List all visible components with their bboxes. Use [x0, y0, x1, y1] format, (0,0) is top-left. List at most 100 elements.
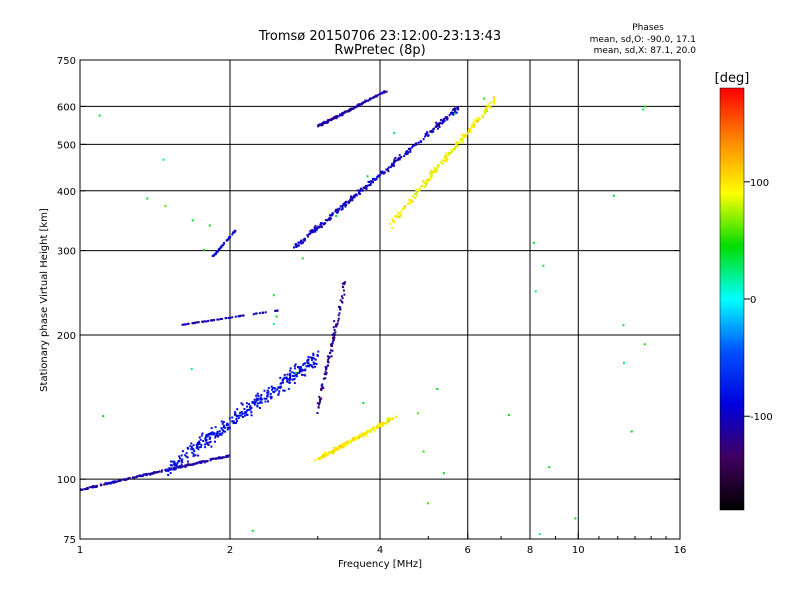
echo-point: [389, 166, 392, 169]
echo-point: [243, 414, 246, 417]
echo-point: [309, 229, 312, 232]
echo-point: [216, 434, 219, 437]
echo-point: [227, 316, 230, 319]
echo-point: [548, 466, 551, 469]
echo-point: [331, 344, 334, 347]
echo-point: [207, 319, 210, 322]
echo-point: [390, 164, 393, 167]
echo-point: [301, 373, 304, 376]
echo-point: [333, 336, 336, 339]
echo-point: [391, 164, 394, 167]
echo-point: [442, 121, 445, 124]
echo-point: [298, 368, 301, 371]
echo-point: [612, 194, 615, 197]
echo-point: [248, 403, 251, 406]
echo-point: [365, 187, 368, 190]
echo-point: [177, 466, 180, 469]
echo-point: [318, 395, 321, 398]
echo-point: [393, 158, 396, 161]
echo-point: [176, 461, 179, 464]
echo-point: [157, 471, 160, 474]
echo-point: [484, 110, 487, 113]
echo-point: [246, 405, 249, 408]
echo-point: [234, 315, 237, 318]
echo-point: [445, 116, 448, 119]
echo-point: [220, 318, 223, 321]
echo-point: [238, 315, 241, 318]
echo-point: [298, 367, 301, 370]
echo-point: [241, 416, 244, 419]
echo-point: [180, 454, 183, 457]
echo-point: [393, 215, 396, 218]
echo-point: [250, 406, 253, 409]
echo-point: [408, 147, 411, 150]
echo-point: [294, 374, 297, 377]
echo-point: [299, 241, 302, 244]
echo-point: [460, 139, 463, 142]
echo-point: [281, 379, 284, 382]
echo-point: [220, 420, 223, 423]
echo-point: [168, 467, 171, 470]
echo-point: [403, 155, 406, 158]
echo-point: [279, 387, 282, 390]
echo-point: [361, 432, 364, 435]
echo-point: [426, 502, 429, 505]
echo-point: [228, 426, 231, 429]
echo-point: [174, 468, 177, 471]
echo-point: [249, 405, 252, 408]
echo-point: [368, 97, 371, 100]
echo-point: [223, 456, 226, 459]
y-axis: 75 100 200 300 400 500 600 750: [57, 56, 680, 546]
echo-point: [325, 372, 328, 375]
echo-point: [214, 436, 217, 439]
echo-point: [232, 420, 235, 423]
echo-point: [332, 332, 335, 335]
echo-point: [454, 111, 457, 114]
echo-point: [124, 478, 127, 481]
echo-point: [340, 446, 343, 449]
echo-point: [364, 99, 367, 102]
echo-point: [192, 444, 195, 447]
echo-point: [257, 397, 260, 400]
echo-point: [363, 432, 366, 435]
echo-point: [270, 396, 273, 399]
colorbar-ticks: 100 0 -100: [744, 178, 773, 423]
echo-point: [173, 462, 176, 465]
echo-point: [393, 164, 396, 167]
echo-point: [417, 141, 420, 144]
echo-point: [441, 122, 444, 125]
echo-point: [355, 194, 358, 197]
echo-point: [210, 319, 213, 322]
echo-point: [383, 171, 386, 174]
echo-point: [342, 282, 345, 285]
echo-point: [276, 309, 279, 312]
echo-point: [314, 229, 317, 232]
echo-point: [437, 164, 440, 167]
echo-point: [184, 454, 187, 457]
echo-point: [209, 459, 212, 462]
echo-point: [448, 114, 451, 117]
echo-point: [221, 428, 224, 431]
echo-point: [344, 443, 347, 446]
echo-point: [507, 414, 510, 417]
echo-point: [176, 466, 179, 469]
echo-point: [209, 458, 212, 461]
echo-point: [415, 189, 418, 192]
echo-point: [323, 454, 326, 457]
echo-point: [311, 229, 314, 232]
echo-point: [436, 166, 439, 169]
echo-point: [298, 370, 301, 373]
echo-point: [368, 184, 371, 187]
echo-point: [339, 445, 342, 448]
echo-point: [197, 321, 200, 324]
echo-point: [454, 107, 457, 110]
echo-point: [296, 244, 299, 247]
echo-point: [233, 413, 236, 416]
echo-point: [186, 464, 189, 467]
echo-point: [297, 241, 300, 244]
chart-title: Tromsø 20150706 23:12:00-23:13:43: [258, 29, 501, 44]
echo-point: [131, 476, 134, 479]
echo-point: [322, 222, 325, 225]
echo-point: [199, 462, 202, 465]
echo-point: [343, 445, 346, 448]
